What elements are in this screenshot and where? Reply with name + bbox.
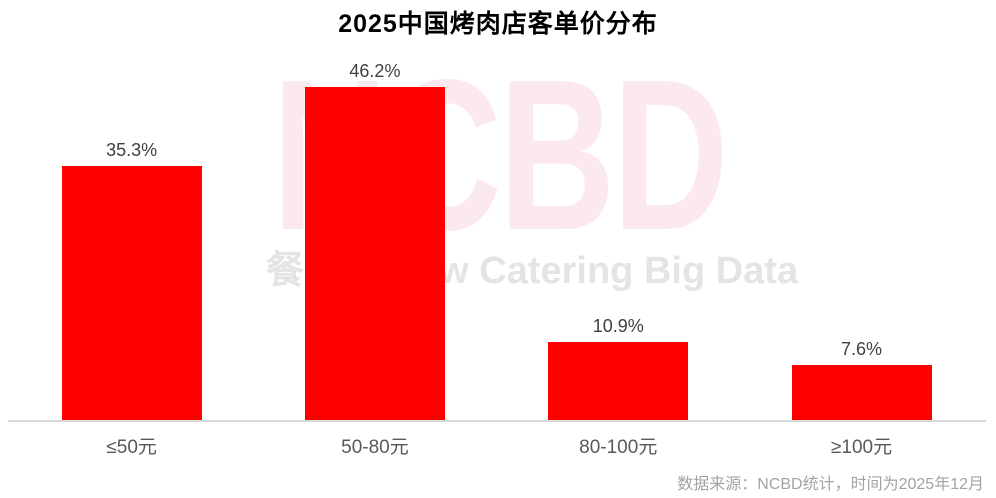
- bar: [548, 342, 689, 420]
- category-label: 80-100元: [579, 437, 658, 458]
- bar-value-label: 7.6%: [841, 339, 883, 359]
- category-label: ≤50元: [106, 437, 157, 458]
- bar: [304, 87, 445, 420]
- bar: [61, 166, 202, 420]
- bar-value-label: 46.2%: [349, 61, 401, 81]
- bar: [791, 365, 932, 420]
- bar-value-label: 10.9%: [592, 316, 644, 336]
- x-axis-line: [8, 420, 986, 422]
- chart-title: 2025中国烤肉店客单价分布: [338, 10, 658, 38]
- category-label: ≥100元: [830, 437, 893, 458]
- data-source-note: 数据来源：NCBD统计，时间为2025年12月: [677, 476, 984, 493]
- category-label: 50-80元: [341, 437, 409, 458]
- bar-value-label: 35.3%: [106, 140, 158, 160]
